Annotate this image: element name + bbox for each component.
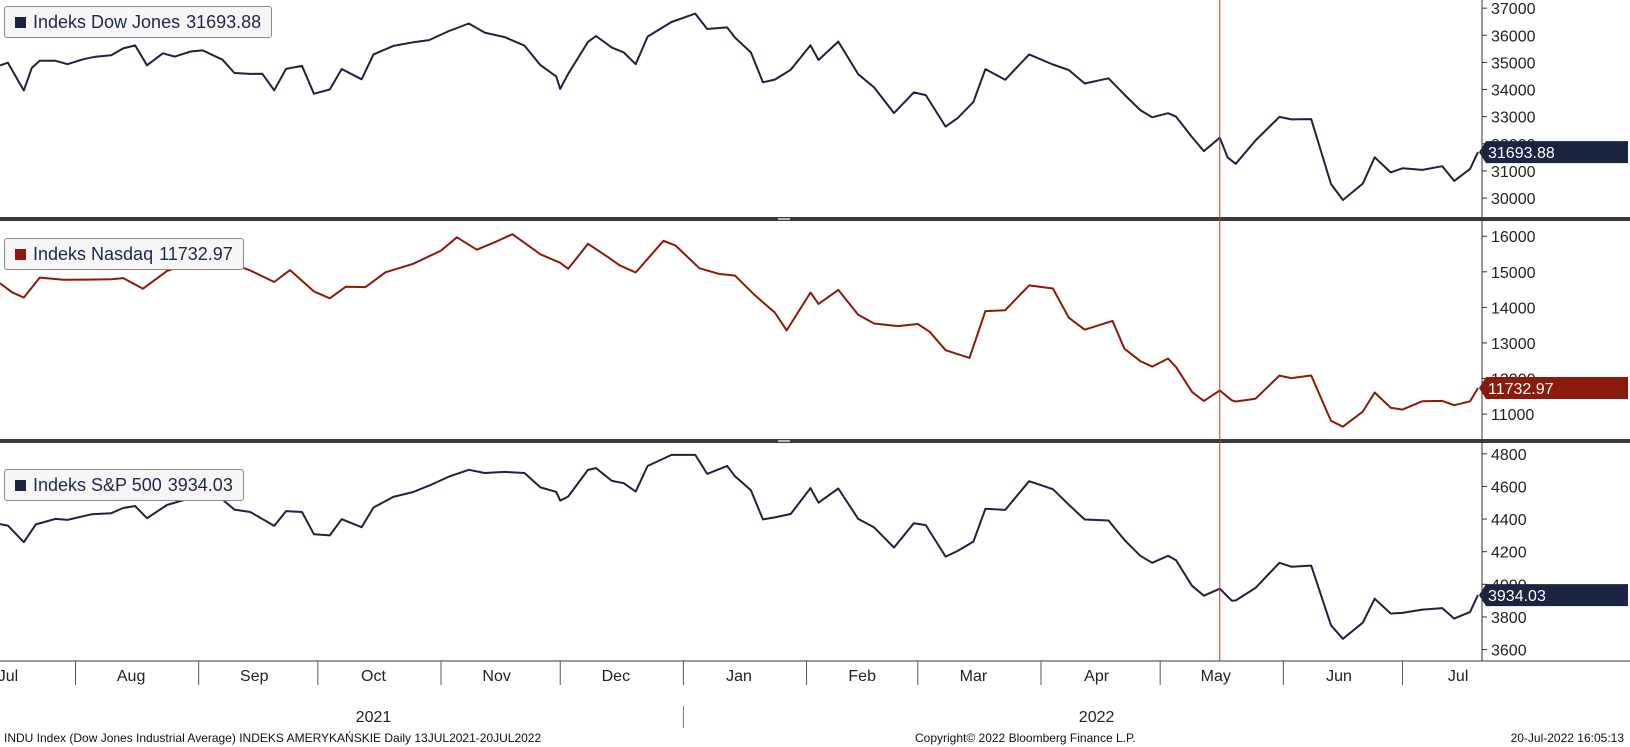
- y-tick-label-dow-1: 31000: [1491, 164, 1536, 181]
- legend-value-sp500: 3934.03: [167, 474, 233, 495]
- legend-swatch-sp500: [15, 479, 26, 491]
- year-label-1: 2022: [1079, 709, 1115, 726]
- x-tick-label-7: Feb: [848, 668, 876, 685]
- last-value-flag-nasdaq: [1479, 377, 1628, 400]
- y-tick-label-sp500-3: 4200: [1491, 545, 1527, 562]
- y-tick-label-dow-7: 37000: [1491, 1, 1536, 18]
- legend-label-dow: Indeks Dow Jones: [33, 11, 181, 32]
- legend-dow-jones: Indeks Dow Jones 31693.88: [4, 6, 273, 38]
- panel-separator-nasdaq: [0, 439, 1630, 443]
- panel-separator-grip-nasdaq: [778, 440, 790, 442]
- x-tick-label-6: Jan: [726, 668, 752, 685]
- x-tick-label-9: Apr: [1084, 668, 1110, 685]
- y-tick-label-nasdaq-4: 15000: [1491, 265, 1536, 282]
- x-tick-label-11: Jun: [1326, 668, 1352, 685]
- last-value-label-sp500: 3934.03: [1488, 588, 1546, 605]
- last-value-label-nasdaq: 11732.97: [1488, 381, 1554, 398]
- series-line-dow: [0, 12, 1479, 201]
- legend-sp500: Indeks S&P 500 3934.03: [4, 469, 244, 501]
- series-line-nasdaq: [0, 233, 1479, 428]
- y-tick-label-dow-3: 33000: [1491, 110, 1536, 127]
- panel-separator-dow: [0, 217, 1630, 221]
- series-line-sp500: [0, 453, 1479, 640]
- y-tick-label-dow-5: 35000: [1491, 55, 1536, 72]
- legend-swatch-dow: [15, 16, 26, 28]
- y-tick-label-sp500-4: 4400: [1491, 512, 1527, 529]
- footer-timestamp: 20-Jul-2022 16:05:13: [1510, 731, 1624, 745]
- x-tick-label-10: May: [1201, 668, 1231, 685]
- y-tick-label-nasdaq-2: 13000: [1491, 336, 1536, 353]
- y-tick-label-dow-0: 30000: [1491, 191, 1536, 208]
- x-tick-label-5: Dec: [602, 668, 630, 685]
- legend-label-sp500: Indeks S&P 500: [33, 474, 162, 495]
- x-tick-label-3: Oct: [361, 668, 386, 685]
- y-tick-label-dow-6: 36000: [1491, 28, 1536, 45]
- footer-description: INDU Index (Dow Jones Industrial Average…: [4, 731, 542, 745]
- footer-copyright: Copyright© 2022 Bloomberg Finance L.P.: [915, 731, 1136, 745]
- x-tick-label-0: Jul: [0, 668, 18, 685]
- last-value-flag-dow: [1479, 141, 1628, 164]
- x-tick-label-2: Sep: [240, 668, 269, 685]
- legend-swatch-nasdaq: [15, 248, 26, 260]
- y-tick-label-sp500-6: 4800: [1491, 447, 1527, 464]
- legend-label-nasdaq: Indeks Nasdaq: [33, 243, 154, 264]
- y-tick-label-nasdaq-0: 11000: [1491, 407, 1534, 424]
- x-tick-label-8: Mar: [960, 668, 988, 685]
- y-tick-label-nasdaq-5: 16000: [1491, 229, 1536, 246]
- y-tick-label-sp500-0: 3600: [1491, 643, 1527, 660]
- y-tick-label-sp500-5: 4600: [1491, 479, 1527, 496]
- x-tick-label-12: Jul: [1448, 668, 1468, 685]
- y-tick-label-dow-4: 34000: [1491, 83, 1536, 100]
- x-tick-label-4: Nov: [482, 668, 510, 685]
- year-label-0: 2021: [356, 709, 392, 726]
- y-tick-label-nasdaq-3: 14000: [1491, 300, 1536, 317]
- legend-nasdaq: Indeks Nasdaq 11732.97: [4, 238, 244, 270]
- legend-value-nasdaq: 11732.97: [159, 243, 233, 264]
- last-value-label-dow: 31693.88: [1488, 145, 1555, 162]
- panel-separator-grip-dow: [778, 218, 790, 220]
- last-value-flag-sp500: [1479, 584, 1628, 607]
- x-tick-label-1: Aug: [117, 668, 145, 685]
- y-tick-label-sp500-1: 3800: [1491, 610, 1527, 627]
- legend-value-dow: 31693.88: [186, 11, 262, 32]
